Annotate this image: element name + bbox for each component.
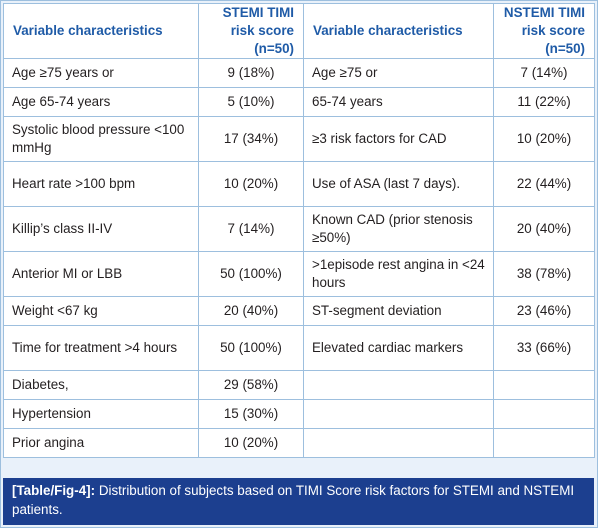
stemi-score-cell: 50 (100%) bbox=[198, 325, 304, 371]
table-row: Weight <67 kg 20 (40%) ST-segment deviat… bbox=[3, 296, 595, 326]
stemi-variable-cell: Weight <67 kg bbox=[3, 296, 199, 326]
caption-text: Distribution of subjects based on TIMI S… bbox=[12, 483, 575, 517]
table-row: Systolic blood pressure <100 mmHg 17 (34… bbox=[3, 116, 595, 162]
table-row: Hypertension 15 (30%) bbox=[3, 399, 595, 429]
table-row: Heart rate >100 bpm 10 (20%) Use of ASA … bbox=[3, 161, 595, 207]
stemi-score-cell: 29 (58%) bbox=[198, 370, 304, 400]
nstemi-variable-cell: >1episode rest angina in <24 hours bbox=[303, 251, 494, 297]
nstemi-variable-cell: Age ≥75 or bbox=[303, 58, 494, 88]
stemi-variable-cell: Killip’s class II-IV bbox=[3, 206, 199, 252]
stemi-variable-cell: Time for treatment >4 hours bbox=[3, 325, 199, 371]
nstemi-score-cell bbox=[493, 370, 595, 400]
stemi-variable-cell: Age 65-74 years bbox=[3, 87, 199, 117]
nstemi-score-cell: 38 (78%) bbox=[493, 251, 595, 297]
table-row: Age 65-74 years 5 (10%) 65-74 years 11 (… bbox=[3, 87, 595, 117]
nstemi-score-cell: 7 (14%) bbox=[493, 58, 595, 88]
nstemi-score-cell bbox=[493, 399, 595, 429]
stemi-score-cell: 9 (18%) bbox=[198, 58, 304, 88]
caption-label: [Table/Fig-4]: bbox=[12, 483, 96, 498]
nstemi-score-cell: 33 (66%) bbox=[493, 325, 595, 371]
stemi-variable-cell: Prior angina bbox=[3, 428, 199, 458]
column-header-nstemi-score: NSTEMI TIMI risk score (n=50) bbox=[493, 3, 595, 59]
nstemi-variable-cell bbox=[303, 428, 494, 458]
timi-risk-table: Variable characteristics STEMI TIMI risk… bbox=[3, 3, 595, 458]
nstemi-score-cell: 20 (40%) bbox=[493, 206, 595, 252]
nstemi-score-cell: 11 (22%) bbox=[493, 87, 595, 117]
table-row: Killip’s class II-IV 7 (14%) Known CAD (… bbox=[3, 206, 595, 252]
nstemi-variable-cell bbox=[303, 399, 494, 429]
stemi-score-cell: 7 (14%) bbox=[198, 206, 304, 252]
stemi-score-cell: 10 (20%) bbox=[198, 161, 304, 207]
stemi-variable-cell: Hypertension bbox=[3, 399, 199, 429]
nstemi-variable-cell: ST-segment deviation bbox=[303, 296, 494, 326]
table-row: Anterior MI or LBB 50 (100%) >1episode r… bbox=[3, 251, 595, 297]
header-row: Variable characteristics STEMI TIMI risk… bbox=[3, 3, 595, 59]
stemi-variable-cell: Systolic blood pressure <100 mmHg bbox=[3, 116, 199, 162]
table-row: Age ≥75 years or 9 (18%) Age ≥75 or 7 (1… bbox=[3, 58, 595, 88]
stemi-variable-cell: Anterior MI or LBB bbox=[3, 251, 199, 297]
nstemi-score-cell: 22 (44%) bbox=[493, 161, 595, 207]
stemi-variable-cell: Heart rate >100 bpm bbox=[3, 161, 199, 207]
figure-caption: [Table/Fig-4]: Distribution of subjects … bbox=[3, 478, 594, 525]
stemi-score-cell: 10 (20%) bbox=[198, 428, 304, 458]
stemi-score-cell: 17 (34%) bbox=[198, 116, 304, 162]
table-row: Time for treatment >4 hours 50 (100%) El… bbox=[3, 325, 595, 371]
stemi-score-cell: 20 (40%) bbox=[198, 296, 304, 326]
table-row: Prior angina 10 (20%) bbox=[3, 428, 595, 458]
table-row: Diabetes, 29 (58%) bbox=[3, 370, 595, 400]
nstemi-variable-cell: 65-74 years bbox=[303, 87, 494, 117]
column-header-nstemi-variable: Variable characteristics bbox=[303, 3, 494, 59]
stemi-score-cell: 5 (10%) bbox=[198, 87, 304, 117]
nstemi-score-cell: 23 (46%) bbox=[493, 296, 595, 326]
nstemi-variable-cell bbox=[303, 370, 494, 400]
stemi-score-cell: 15 (30%) bbox=[198, 399, 304, 429]
stemi-variable-cell: Age ≥75 years or bbox=[3, 58, 199, 88]
stemi-score-cell: 50 (100%) bbox=[198, 251, 304, 297]
nstemi-score-cell bbox=[493, 428, 595, 458]
nstemi-variable-cell: Elevated cardiac markers bbox=[303, 325, 494, 371]
nstemi-score-cell: 10 (20%) bbox=[493, 116, 595, 162]
nstemi-variable-cell: Use of ASA (last 7 days). bbox=[303, 161, 494, 207]
stemi-variable-cell: Diabetes, bbox=[3, 370, 199, 400]
column-header-stemi-score: STEMI TIMI risk score (n=50) bbox=[198, 3, 304, 59]
column-header-stemi-variable: Variable characteristics bbox=[3, 3, 199, 59]
nstemi-variable-cell: ≥3 risk factors for CAD bbox=[303, 116, 494, 162]
nstemi-variable-cell: Known CAD (prior stenosis ≥50%) bbox=[303, 206, 494, 252]
